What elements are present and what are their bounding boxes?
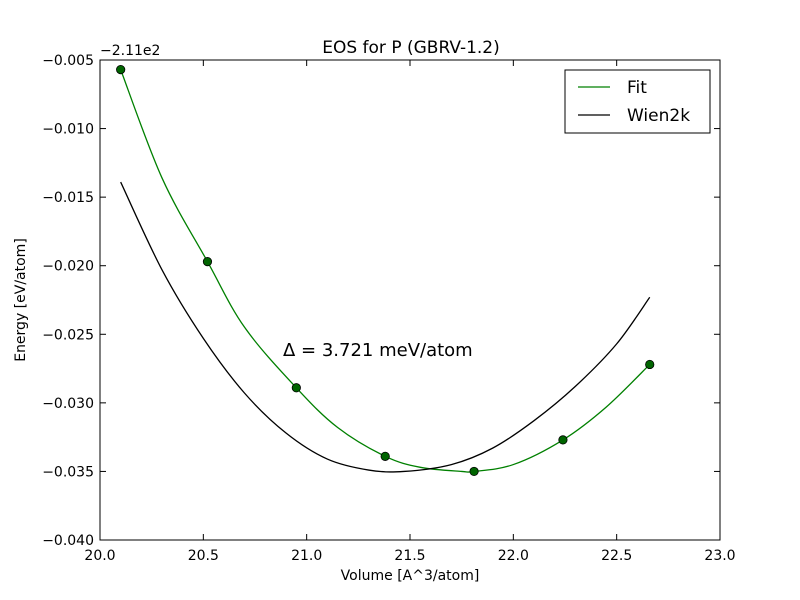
data-point [469, 466, 479, 477]
series-layer [116, 65, 655, 477]
y-offset-label: −2.11e2 [100, 43, 160, 59]
x-tick-label: 20.5 [188, 548, 219, 564]
y-tick-label: −0.015 [42, 190, 94, 206]
chart-title: EOS for P (GBRV-1.2) [322, 38, 500, 58]
x-axis-label: Volume [A^3/atom] [341, 568, 480, 584]
data-point [380, 451, 390, 461]
legend-box [564, 69, 711, 134]
y-axis: −0.040 −0.035 −0.030 −0.025 −0.020 −0.015 −0.0… [42, 53, 720, 549]
legend-label-wien2k: Wien2k [627, 106, 690, 126]
y-tick-label: −0.005 [42, 53, 94, 69]
y-tick-label: −0.010 [42, 122, 94, 138]
x-axis: 20.0 20.5 21.0 21.5 22.0 22.5 23.0 [84, 60, 736, 564]
x-tick-label: 22.5 [601, 548, 632, 564]
x-tick-label: 20.0 [84, 548, 115, 564]
series-line-wien2k [120, 181, 651, 473]
data-point [202, 256, 213, 267]
x-tick-label: 22.0 [498, 548, 529, 564]
legend-label-fit: Fit [627, 78, 647, 98]
y-tick-label: −0.040 [42, 533, 94, 549]
y-tick-label: −0.020 [42, 259, 94, 275]
x-tick-label: 23.0 [704, 548, 735, 564]
data-point [645, 359, 655, 370]
plot-area [116, 65, 655, 477]
x-tick-label: 21.0 [291, 548, 322, 564]
y-tick-label: −0.035 [42, 464, 94, 480]
data-point [558, 435, 568, 445]
y-tick-label: −0.025 [42, 327, 94, 343]
y-tick-label: −0.030 [42, 396, 94, 412]
delta-annotation: Δ = 3.721 meV/atom [283, 340, 473, 361]
legend: Fit Wien2k [564, 69, 711, 134]
y-axis-label: Energy [eV/atom] [13, 238, 29, 362]
data-point [116, 65, 126, 75]
x-tick-label: 21.5 [394, 548, 425, 564]
data-point [291, 383, 301, 393]
